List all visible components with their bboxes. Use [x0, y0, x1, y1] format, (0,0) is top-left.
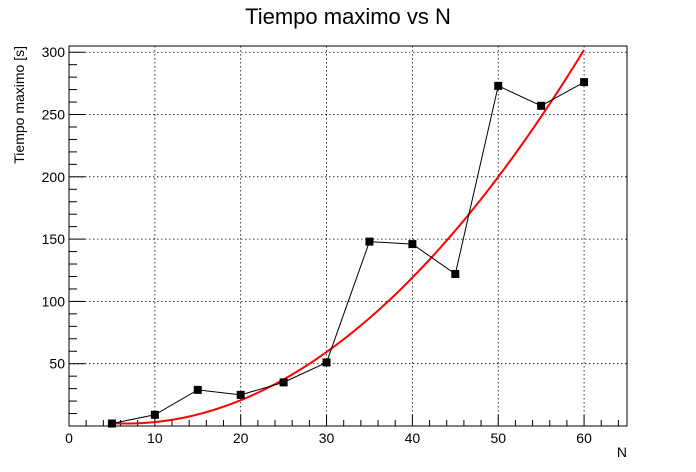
data-point	[279, 378, 288, 387]
x-axis-label: N	[617, 444, 627, 460]
y-tick-label: 50	[49, 356, 65, 372]
x-tick-label: 20	[233, 430, 249, 446]
data-point	[322, 358, 331, 367]
x-tick-label: 50	[490, 430, 506, 446]
chart-title: Tiempo maximo vs N	[245, 4, 451, 29]
fit-curve	[111, 49, 585, 425]
data-point	[236, 390, 245, 399]
data-point	[408, 240, 417, 249]
y-axis-label: Tiempo maximo [s]	[11, 46, 27, 164]
x-tick-label: 60	[576, 430, 592, 446]
data-point	[107, 419, 116, 428]
data-point	[451, 270, 460, 278]
x-tick-label: 0	[65, 430, 73, 446]
y-tick-label: 300	[42, 44, 66, 60]
x-axis: 0 10 20 30 40 50 60	[65, 415, 619, 446]
x-tick-label: 40	[405, 430, 421, 446]
data-point	[193, 385, 202, 394]
series-line	[111, 81, 585, 425]
y-tick-label: 250	[42, 107, 66, 123]
y-tick-label: 150	[42, 231, 66, 247]
data-point	[494, 81, 503, 90]
fit-curve-line	[111, 49, 585, 425]
x-tick-label: 30	[319, 430, 335, 446]
data-point	[365, 237, 374, 246]
y-tick-label: 100	[42, 293, 66, 309]
y-tick-label: 200	[42, 169, 66, 185]
data-point	[580, 78, 589, 87]
data-point	[150, 410, 159, 419]
data-point	[537, 101, 546, 110]
data-series	[107, 78, 589, 428]
plot-frame	[68, 45, 628, 427]
y-axis: 50 100 150 200 250 300	[42, 44, 85, 415]
x-tick-label: 10	[147, 430, 163, 446]
